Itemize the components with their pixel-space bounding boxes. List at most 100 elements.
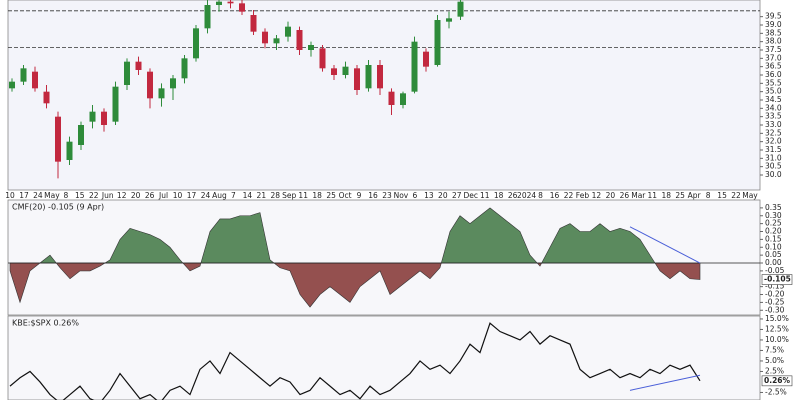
panel-title: CMF(20) -0.105 (9 Apr): [12, 203, 104, 212]
y-tick-label: 38.0: [765, 37, 782, 46]
candle-body: [55, 116, 61, 162]
candle-body: [457, 1, 464, 17]
x-tick-label: Jul: [158, 191, 168, 200]
x-tick-label: Jun: [101, 191, 114, 200]
x-tick-label: Aug: [212, 191, 227, 200]
panel: [7, 315, 761, 400]
x-tick-label: Feb: [576, 191, 590, 200]
panel-content: [9, 322, 701, 400]
candle-body: [227, 1, 234, 4]
y-tick-label: 12.5%: [765, 324, 789, 333]
candle-body: [285, 26, 291, 37]
candle-body: [181, 58, 188, 79]
area: [9, 207, 701, 308]
y-tick-label: -0.20: [765, 290, 785, 299]
y-tick-label: 31.0: [765, 153, 782, 162]
x-tick-label: 22: [731, 191, 741, 200]
y-tick-label: 33.0: [765, 120, 782, 129]
y-tick-label: 30.5: [765, 162, 782, 171]
x-tick-label: 7: [231, 191, 236, 200]
x-tick-label: 18: [312, 191, 322, 200]
x-tick-label: 18: [661, 191, 671, 200]
x-tick-label: Sep: [282, 191, 296, 200]
x-tick-label: 27: [452, 191, 462, 200]
x-tick-label: 11: [480, 191, 490, 200]
x-tick-label: 10: [173, 191, 183, 200]
x-tick-label: 26: [620, 191, 630, 200]
candle-body: [239, 3, 245, 12]
x-tick-label: 15: [717, 191, 727, 200]
x-tick-label: 11: [647, 191, 657, 200]
x-tick-label: 23: [382, 191, 392, 200]
candle-body: [170, 78, 176, 89]
candle-body: [262, 31, 268, 44]
x-tick-label: 25: [675, 191, 685, 200]
x-tick-label: 20: [438, 191, 448, 200]
candle-body: [365, 65, 372, 89]
candle-body: [308, 45, 314, 50]
candle-body: [204, 5, 211, 29]
x-tick-label: 20: [131, 191, 141, 200]
y-tick-label: 0.30: [765, 211, 782, 220]
y-tick-label: -0.30: [765, 305, 785, 314]
x-tick-label: 16: [368, 191, 378, 200]
candle-body: [147, 71, 153, 99]
panel-title: KBE:$SPX 0.26%: [12, 319, 79, 328]
last-value-label: 0.26%: [764, 376, 791, 385]
x-tick-label: May: [742, 191, 758, 200]
candle-body: [250, 15, 257, 32]
candle-body: [193, 28, 199, 59]
x-tick-label: 24: [33, 191, 43, 200]
candle-body: [66, 141, 73, 160]
y-tick-label: 7.5%: [765, 345, 784, 354]
x-tick-label: 20: [606, 191, 616, 200]
candle-body: [112, 86, 119, 122]
panel-content: [8, 207, 760, 308]
x-tick-label: 26: [508, 191, 518, 200]
candle-body: [342, 66, 349, 75]
y-tick-label: 39.5: [765, 12, 782, 21]
x-tick-label: 12: [592, 191, 602, 200]
candle-body: [158, 88, 165, 99]
x-tick-label: 8: [63, 191, 68, 200]
candle-body: [124, 61, 130, 85]
x-tick-label: 12: [117, 191, 127, 200]
panel: [7, 0, 761, 191]
y-tick-label: 30.0: [765, 170, 782, 179]
candle-body: [43, 91, 50, 104]
x-tick-label: 24: [201, 191, 211, 200]
candle-body: [20, 68, 27, 82]
y-tick-label: 34.5: [765, 95, 782, 104]
y-tick-label: 31.5: [765, 145, 782, 154]
y-tick-label: 0.00: [765, 258, 782, 267]
x-tick-label: 17: [187, 191, 197, 200]
y-tick-label: 38.5: [765, 28, 782, 37]
x-tick-label: 15: [75, 191, 85, 200]
y-tick-label: 5.0%: [765, 356, 784, 365]
candle-body: [9, 81, 15, 89]
x-tick-label: 10: [5, 191, 15, 200]
x-tick-label: 14: [243, 191, 253, 200]
x-tick-label: 22: [564, 191, 574, 200]
panel-content: [8, 0, 760, 179]
y-tick-label: 0.20: [765, 227, 782, 236]
y-tick-label: 15.0%: [765, 314, 789, 323]
x-tick-label: 21: [257, 191, 267, 200]
y-tick-label: 0.05: [765, 250, 782, 259]
y-tick-label: 0.35: [765, 203, 782, 212]
candle-body: [388, 91, 395, 105]
x-tick-label: 6: [413, 191, 418, 200]
x-tick-label: Dec: [463, 191, 478, 200]
y-tick-label: 34.0: [765, 103, 782, 112]
x-tick-label: 8: [538, 191, 543, 200]
y-tick-label: 37.0: [765, 53, 782, 62]
x-tick-label: 16: [550, 191, 560, 200]
y-tick-label: -0.15: [765, 282, 785, 291]
candle-body: [434, 20, 441, 65]
candle-body: [377, 65, 383, 89]
candle-body: [89, 111, 96, 122]
y-tick-label: 0.10: [765, 242, 782, 251]
candle-body: [446, 18, 452, 22]
candle-body: [273, 38, 280, 44]
